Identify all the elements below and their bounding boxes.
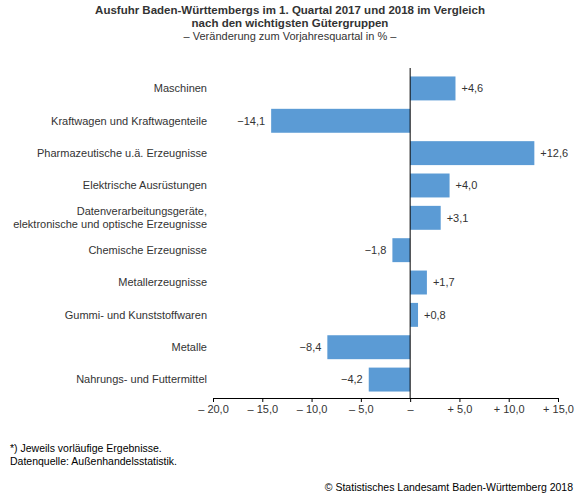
chart-svg: Ausfuhr Baden-Württembergs im 1. Quartal… bbox=[0, 0, 581, 498]
x-axis: – 20,0 – 15,0 – 10,0 – 5,0 – + 5,0 + 10,0 + 15,… bbox=[198, 398, 574, 415]
tick-mark bbox=[558, 398, 559, 402]
note: Datenquelle: Außenhandelsstatistik. bbox=[10, 455, 177, 467]
category-label: Datenverarbeitungsgeräte,elektronische u… bbox=[13, 205, 207, 230]
category-label: Metallerzeugnisse bbox=[118, 276, 207, 288]
category-label: Elektrische Ausrüstungen bbox=[83, 179, 207, 191]
tick: – 5,0 bbox=[349, 398, 373, 415]
data-label: +3,1 bbox=[447, 212, 469, 224]
data-label: +4,6 bbox=[461, 82, 483, 94]
tick-mark bbox=[312, 398, 313, 402]
category-label: Nahrungs- und Futtermittel bbox=[76, 373, 207, 385]
subtitle: – Veränderung zum Vorjahresquartal in % … bbox=[184, 30, 398, 42]
data-label: −1,8 bbox=[365, 244, 387, 256]
data-label: +12,6 bbox=[540, 147, 568, 159]
data-labels: +4,6 −14,1 +12,6 +4,0 +3,1 −1,8 +1,7 +0,8 −8,4 −4… bbox=[237, 82, 568, 385]
tick-mark bbox=[459, 398, 460, 402]
tick-label: – 5,0 bbox=[349, 403, 373, 415]
bar bbox=[410, 76, 455, 100]
tick-label: + 10,0 bbox=[494, 403, 525, 415]
data-label: +0,8 bbox=[424, 309, 446, 321]
credit: © Statistisches Landesamt Baden-Württemb… bbox=[325, 481, 573, 493]
tick: – 10,0 bbox=[297, 398, 328, 415]
tick-mark bbox=[361, 398, 362, 402]
chart-container: Ausfuhr Baden-Württembergs im 1. Quartal… bbox=[0, 0, 581, 498]
category-label: Chemische Erzeugnisse bbox=[88, 244, 207, 256]
bar bbox=[410, 206, 441, 230]
tick-label: – bbox=[408, 403, 415, 415]
tick-mark bbox=[509, 398, 510, 402]
bar bbox=[271, 109, 410, 133]
tick: + 15,0 bbox=[543, 398, 574, 415]
category-label: Metalle bbox=[172, 341, 207, 353]
bar bbox=[327, 335, 410, 359]
tick: – 20,0 bbox=[198, 398, 229, 415]
bar bbox=[392, 238, 410, 262]
title: Ausfuhr Baden-Württembergs im 1. Quartal… bbox=[95, 4, 485, 29]
bar bbox=[410, 303, 418, 327]
tick-label: – 20,0 bbox=[198, 403, 229, 415]
axis-line bbox=[214, 399, 559, 403]
data-label: +4,0 bbox=[456, 179, 478, 191]
note: *) Jeweils vorläufige Ergebnisse. bbox=[10, 442, 162, 454]
data-label: +1,7 bbox=[433, 276, 455, 288]
tick-mark bbox=[410, 398, 411, 402]
bar bbox=[410, 271, 427, 295]
tick: – 15,0 bbox=[247, 398, 278, 415]
tick: – bbox=[408, 398, 415, 415]
tick-label: – 10,0 bbox=[297, 403, 328, 415]
tick-label: + 5,0 bbox=[448, 403, 473, 415]
category-labels: Maschinen Kraftwagen und Kraftwagenteile P… bbox=[13, 82, 207, 385]
notes: *) Jeweils vorläufige Ergebnisse.Datenqu… bbox=[10, 442, 177, 467]
tick: + 5,0 bbox=[448, 398, 473, 415]
tick-label: – 15,0 bbox=[247, 403, 278, 415]
data-label: −8,4 bbox=[300, 341, 322, 353]
zero-line bbox=[410, 68, 411, 398]
tick-mark bbox=[262, 398, 263, 402]
tick-label: + 15,0 bbox=[543, 403, 574, 415]
category-label: Kraftwagen und Kraftwagenteile bbox=[51, 115, 207, 127]
bars bbox=[271, 76, 534, 391]
bar bbox=[410, 174, 449, 198]
category-label: Gummi- und Kunststoffwaren bbox=[65, 309, 207, 321]
bar bbox=[410, 141, 534, 165]
bar bbox=[369, 368, 410, 392]
data-label: −4,2 bbox=[341, 373, 363, 385]
category-label: Maschinen bbox=[154, 82, 207, 94]
category-label: Pharmazeutische u.ä. Erzeugnisse bbox=[37, 147, 207, 159]
tick: + 10,0 bbox=[494, 398, 525, 415]
data-label: −14,1 bbox=[237, 115, 265, 127]
tick-mark bbox=[213, 398, 214, 402]
